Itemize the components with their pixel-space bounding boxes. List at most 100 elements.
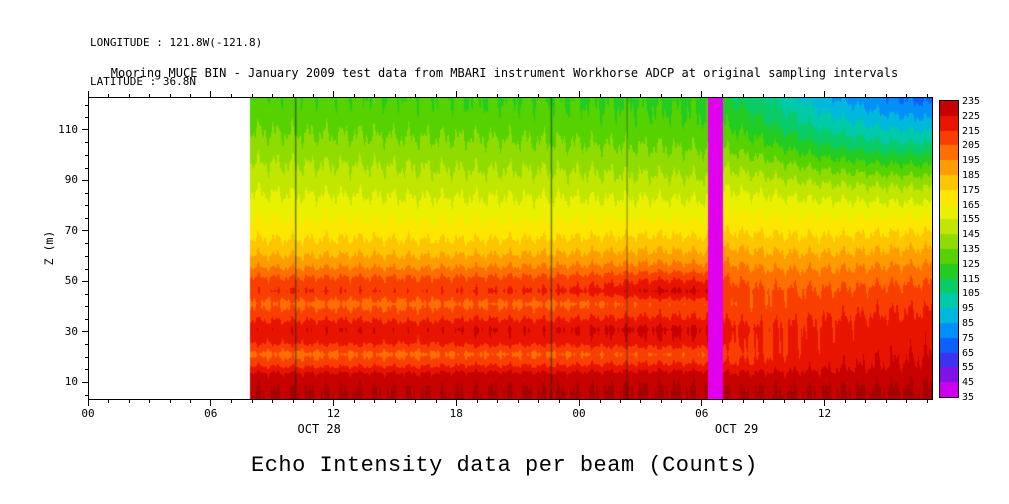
x-minor-tick xyxy=(497,400,499,403)
x-minor-tick xyxy=(804,400,806,403)
y-tick-label: 30 xyxy=(64,324,78,338)
x-minor-tick xyxy=(272,400,274,403)
y-minor-tick xyxy=(85,356,88,358)
colorbar-tick-label: 205 xyxy=(962,140,981,152)
x-minor-tick xyxy=(272,94,274,97)
x-minor-tick xyxy=(415,400,417,403)
x-minor-tick xyxy=(558,94,560,97)
x-minor-tick xyxy=(251,94,253,97)
y-minor-tick xyxy=(85,205,88,207)
x-tick-label: 00 xyxy=(81,407,95,420)
colorbar-tick-label: 155 xyxy=(962,214,981,226)
x-tick-label: 12 xyxy=(817,407,832,420)
y-tick-label: 70 xyxy=(64,223,78,237)
x-major-tick xyxy=(824,400,826,406)
x-minor-tick xyxy=(169,400,171,403)
y-tick-label: 90 xyxy=(64,173,78,187)
x-minor-tick xyxy=(394,400,396,403)
x-minor-tick xyxy=(476,400,478,403)
colorbar-tick-label: 185 xyxy=(962,170,981,181)
x-minor-tick xyxy=(926,400,928,403)
x-minor-tick xyxy=(374,400,376,403)
colorbar-tick-label: 35 xyxy=(962,392,975,403)
x-minor-tick xyxy=(435,400,437,403)
x-minor-tick xyxy=(251,400,253,403)
y-minor-tick xyxy=(85,255,88,257)
x-minor-tick xyxy=(660,94,662,97)
y-minor-tick xyxy=(85,155,88,157)
plot-title: Mooring MUCE BIN - January 2009 test dat… xyxy=(110,66,899,80)
x-minor-tick xyxy=(353,400,355,403)
x-minor-tick xyxy=(435,94,437,97)
x-minor-tick xyxy=(599,94,601,97)
x-minor-tick xyxy=(415,94,417,97)
x-minor-tick xyxy=(538,94,540,97)
x-minor-tick xyxy=(517,94,519,97)
x-tick-label: 06 xyxy=(204,407,218,420)
x-minor-tick xyxy=(885,400,887,403)
x-minor-tick xyxy=(394,94,396,97)
x-major-tick xyxy=(455,400,457,406)
colorbar-tick-label: 195 xyxy=(962,155,981,167)
colorbar-tick-label: 135 xyxy=(962,244,981,255)
x-major-tick xyxy=(455,91,457,97)
x-major-tick xyxy=(210,91,212,97)
x-minor-tick xyxy=(640,400,642,403)
heatmap-canvas xyxy=(88,97,933,400)
x-minor-tick xyxy=(619,400,621,403)
colorbar-tick-label: 45 xyxy=(962,377,975,389)
x-minor-tick xyxy=(619,94,621,97)
x-major-tick xyxy=(578,91,580,97)
x-minor-tick xyxy=(231,94,233,97)
y-minor-tick xyxy=(85,142,88,144)
x-minor-tick xyxy=(313,94,315,97)
colorbar xyxy=(939,100,959,398)
x-minor-tick xyxy=(845,400,847,403)
x-minor-tick xyxy=(292,94,294,97)
y-minor-tick xyxy=(85,306,88,308)
x-minor-tick xyxy=(640,94,642,97)
x-minor-tick xyxy=(108,94,110,97)
x-minor-tick xyxy=(722,94,724,97)
x-major-tick xyxy=(578,400,580,406)
colorbar-tick-label: 95 xyxy=(962,303,975,315)
y-major-tick xyxy=(82,230,88,232)
x-minor-tick xyxy=(149,94,151,97)
colorbar-tick-label: 225 xyxy=(962,110,981,122)
x-minor-tick xyxy=(538,400,540,403)
x-tick-label: 00 xyxy=(572,407,586,420)
x-minor-tick xyxy=(722,400,724,403)
colorbar-tick-label: 165 xyxy=(962,199,981,211)
x-minor-tick xyxy=(865,400,867,403)
x-tick-label: 18 xyxy=(449,407,463,420)
y-tick-label: 110 xyxy=(58,122,78,136)
x-minor-tick xyxy=(804,94,806,97)
x-minor-tick xyxy=(763,94,765,97)
y-minor-tick xyxy=(85,167,88,169)
x-minor-tick xyxy=(885,94,887,97)
x-minor-tick xyxy=(149,400,151,403)
x-minor-tick xyxy=(292,400,294,403)
x-minor-tick xyxy=(313,400,315,403)
x-major-tick xyxy=(87,91,89,97)
colorbar-tick-label: 115 xyxy=(962,273,981,285)
x-minor-tick xyxy=(906,94,908,97)
x-minor-tick xyxy=(599,400,601,403)
x-minor-tick xyxy=(497,94,499,97)
x-major-tick xyxy=(87,400,89,406)
x-major-tick xyxy=(210,400,212,406)
x-minor-tick xyxy=(865,94,867,97)
y-minor-tick xyxy=(85,192,88,194)
x-minor-tick xyxy=(558,400,560,403)
x-tick-label: 12 xyxy=(326,407,341,420)
x-major-tick xyxy=(701,400,703,406)
colorbar-tick-label: 125 xyxy=(962,258,981,270)
header-latitude: LATITUDE : 36.8N xyxy=(90,75,196,88)
plot-frame xyxy=(88,97,933,400)
y-minor-tick xyxy=(85,117,88,119)
x-minor-tick xyxy=(169,94,171,97)
y-minor-tick xyxy=(85,344,88,346)
x-minor-tick xyxy=(353,94,355,97)
header-longitude: LONGITUDE : 121.8W(-121.8) xyxy=(90,36,263,49)
y-minor-tick xyxy=(85,243,88,245)
